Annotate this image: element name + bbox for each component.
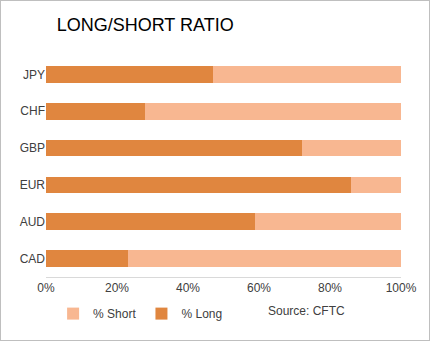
svg-text:80%: 80% — [318, 281, 342, 295]
svg-text:0%: 0% — [37, 281, 55, 295]
svg-text:% Short: % Short — [93, 307, 136, 321]
svg-text:LONG/SHORT RATIO: LONG/SHORT RATIO — [57, 15, 234, 35]
svg-text:JPY: JPY — [23, 68, 45, 82]
svg-text:100%: 100% — [386, 281, 417, 295]
svg-text:CAD: CAD — [20, 252, 46, 266]
svg-text:CHF: CHF — [20, 104, 45, 118]
svg-text:20%: 20% — [105, 281, 129, 295]
svg-text:EUR: EUR — [20, 178, 46, 192]
svg-text:% Long: % Long — [181, 307, 222, 321]
svg-text:AUD: AUD — [20, 215, 46, 229]
svg-text:40%: 40% — [176, 281, 200, 295]
svg-text:60%: 60% — [247, 281, 271, 295]
svg-text:GBP: GBP — [20, 141, 45, 155]
svg-text:Source: CFTC: Source: CFTC — [268, 304, 345, 318]
